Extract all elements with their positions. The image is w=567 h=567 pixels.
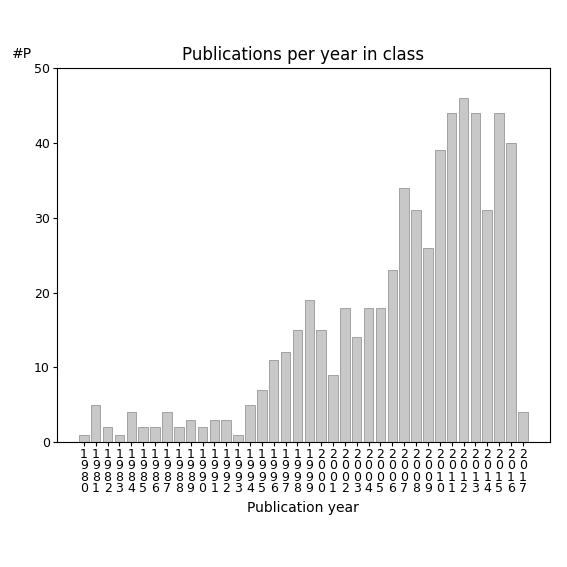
- Bar: [79, 435, 88, 442]
- Bar: [150, 428, 160, 442]
- Bar: [483, 210, 492, 442]
- Bar: [304, 300, 314, 442]
- Bar: [435, 150, 445, 442]
- Bar: [281, 353, 290, 442]
- Bar: [269, 360, 278, 442]
- Bar: [115, 435, 124, 442]
- Bar: [340, 307, 350, 442]
- Bar: [471, 113, 480, 442]
- Bar: [174, 428, 184, 442]
- Bar: [364, 307, 373, 442]
- Bar: [352, 337, 362, 442]
- X-axis label: Publication year: Publication year: [247, 501, 359, 515]
- Bar: [447, 113, 456, 442]
- Bar: [198, 428, 208, 442]
- Bar: [399, 188, 409, 442]
- Bar: [222, 420, 231, 442]
- Bar: [91, 405, 100, 442]
- Bar: [316, 330, 326, 442]
- Bar: [257, 390, 266, 442]
- Bar: [459, 98, 468, 442]
- Bar: [234, 435, 243, 442]
- Bar: [138, 428, 148, 442]
- Bar: [103, 428, 112, 442]
- Bar: [423, 248, 433, 442]
- Title: Publications per year in class: Publications per year in class: [182, 46, 425, 64]
- Text: #P: #P: [12, 46, 32, 61]
- Bar: [506, 143, 516, 442]
- Bar: [376, 307, 385, 442]
- Bar: [126, 412, 136, 442]
- Bar: [518, 412, 527, 442]
- Bar: [494, 113, 504, 442]
- Bar: [388, 270, 397, 442]
- Bar: [328, 375, 338, 442]
- Bar: [411, 210, 421, 442]
- Bar: [293, 330, 302, 442]
- Bar: [210, 420, 219, 442]
- Bar: [162, 412, 172, 442]
- Bar: [186, 420, 196, 442]
- Bar: [245, 405, 255, 442]
